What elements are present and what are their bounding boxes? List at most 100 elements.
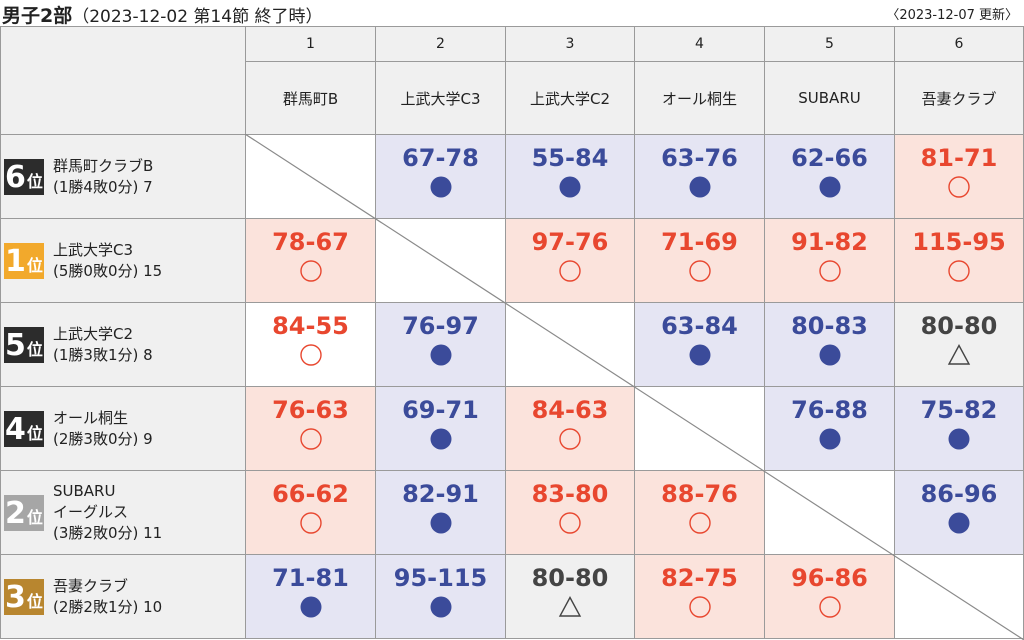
col-number: 1 (245, 26, 376, 62)
score-text: 115-95 (912, 228, 1006, 256)
mark-symbol (429, 343, 453, 367)
score-text: 66-62 (272, 480, 349, 508)
result-mark (895, 427, 1023, 455)
page-title: 男子2部（2023-12-02 第14節 終了時） (2, 1, 322, 28)
result-cell: 67-78 (375, 134, 506, 219)
team-record: (2勝2敗1分) 10 (53, 597, 163, 616)
win-mark-icon (299, 428, 322, 450)
result-mark (895, 259, 1023, 287)
rank-suffix: 位 (26, 423, 43, 443)
loss-mark-icon (430, 596, 451, 618)
page-header: 男子2部（2023-12-02 第14節 終了時） 〈2023-12-07 更新… (0, 0, 1024, 28)
win-mark-icon (688, 596, 711, 618)
draw-mark-icon (558, 596, 582, 617)
col-team-name: 上武大学C2 (505, 61, 635, 135)
team-info: 吾妻クラブ (2勝2敗1分) 10 (53, 555, 162, 638)
mark-symbol (947, 511, 971, 535)
team-name: 吾妻クラブ (53, 576, 129, 595)
col-number: 4 (634, 26, 765, 62)
result-cell: 95-115 (375, 554, 506, 639)
standings-table: 1 2 3 4 5 6 群馬町B 上武大学C3 上武大学C2 オール桐生 SUB… (0, 26, 1024, 639)
loss-mark-icon (559, 176, 581, 198)
result-cell: 69-71 (375, 386, 506, 471)
mark-symbol (688, 511, 712, 535)
col-team-name: SUBARU (764, 61, 895, 135)
result-mark (506, 175, 634, 203)
result-mark (765, 427, 894, 455)
rank-suffix: 位 (26, 507, 43, 527)
rank-suffix: 位 (26, 255, 43, 275)
result-cell: 88-76 (634, 470, 765, 555)
result-mark (635, 259, 764, 287)
win-mark-icon (559, 428, 581, 450)
score-text: 83-80 (531, 480, 609, 508)
table-row: 4 位オール桐生 (2勝3敗0分) 9 76-63 69-71 84-63 76-88 75-… (0, 386, 1024, 471)
mark-symbol (947, 259, 971, 283)
mark-symbol (299, 595, 323, 619)
score-text: 80-80 (531, 564, 609, 592)
mark-symbol (688, 175, 712, 199)
self-match-cell (505, 302, 635, 387)
result-cell: 115-95 (894, 218, 1024, 303)
rank-number: 3 (5, 579, 26, 615)
standings-body: 6 位群馬町クラブB (1勝4敗0分) 7 67-78 55-84 63-76 62-66 8… (0, 134, 1024, 639)
result-mark (765, 595, 894, 623)
col-team-name: 上武大学C3 (375, 61, 506, 135)
result-cell: 97-76 (505, 218, 635, 303)
score-text: 80-83 (791, 312, 868, 340)
mark-symbol (429, 175, 453, 199)
loss-mark-icon (948, 428, 970, 450)
loss-mark-icon (300, 596, 321, 618)
mark-symbol (818, 259, 842, 283)
result-mark (635, 343, 764, 371)
result-cell: 63-84 (634, 302, 765, 387)
win-mark-icon (299, 260, 322, 282)
updated-date: 〈2023-12-07 更新〉 (886, 8, 1018, 23)
win-mark-icon (948, 176, 970, 198)
score-text: 91-82 (791, 228, 868, 256)
result-mark (635, 595, 764, 623)
result-mark (246, 343, 375, 371)
score-text: 82-91 (402, 480, 479, 508)
team-name: 群馬町クラブB (53, 156, 154, 175)
result-mark (895, 175, 1023, 203)
col-team-name: 群馬町B (245, 61, 376, 135)
result-cell: 83-80 (505, 470, 635, 555)
result-cell: 76-97 (375, 302, 506, 387)
result-cell: 96-86 (764, 554, 895, 639)
rank-suffix: 位 (26, 171, 43, 191)
mark-symbol (558, 259, 582, 283)
header-number-row: 1 2 3 4 5 6 (0, 26, 1024, 135)
win-mark-icon (559, 260, 581, 282)
team-info: 上武大学C3 (5勝0敗0分) 15 (53, 219, 162, 302)
draw-mark-icon (947, 344, 971, 365)
result-cell: 84-63 (505, 386, 635, 471)
result-cell: 55-84 (505, 134, 635, 219)
result-cell: 91-82 (764, 218, 895, 303)
result-mark (765, 259, 894, 287)
result-cell: 62-66 (764, 134, 895, 219)
score-text: 71-69 (661, 228, 738, 256)
self-match-cell (634, 386, 765, 471)
team-info: 上武大学C2 (1勝3敗1分) 8 (53, 303, 153, 386)
mark-symbol (429, 595, 453, 619)
mark-symbol (947, 427, 971, 451)
team-row-header-inner: 4 位オール桐生 (2勝3敗0分) 9 (1, 387, 245, 470)
loss-mark-icon (430, 428, 451, 450)
rank-number: 4 (5, 411, 26, 447)
team-name: オール桐生 (53, 408, 129, 427)
team-row-header-inner: 6 位群馬町クラブB (1勝4敗0分) 7 (1, 135, 245, 218)
mark-symbol (558, 511, 582, 535)
win-mark-icon (818, 260, 841, 282)
team-record: (1勝3敗1分) 8 (53, 345, 153, 364)
mark-symbol (429, 427, 453, 451)
result-mark (765, 343, 894, 371)
result-mark (376, 427, 505, 455)
win-mark-icon (818, 596, 841, 618)
col-team-name: オール桐生 (634, 61, 765, 135)
mark-symbol (558, 595, 582, 619)
score-text: 88-76 (661, 480, 738, 508)
